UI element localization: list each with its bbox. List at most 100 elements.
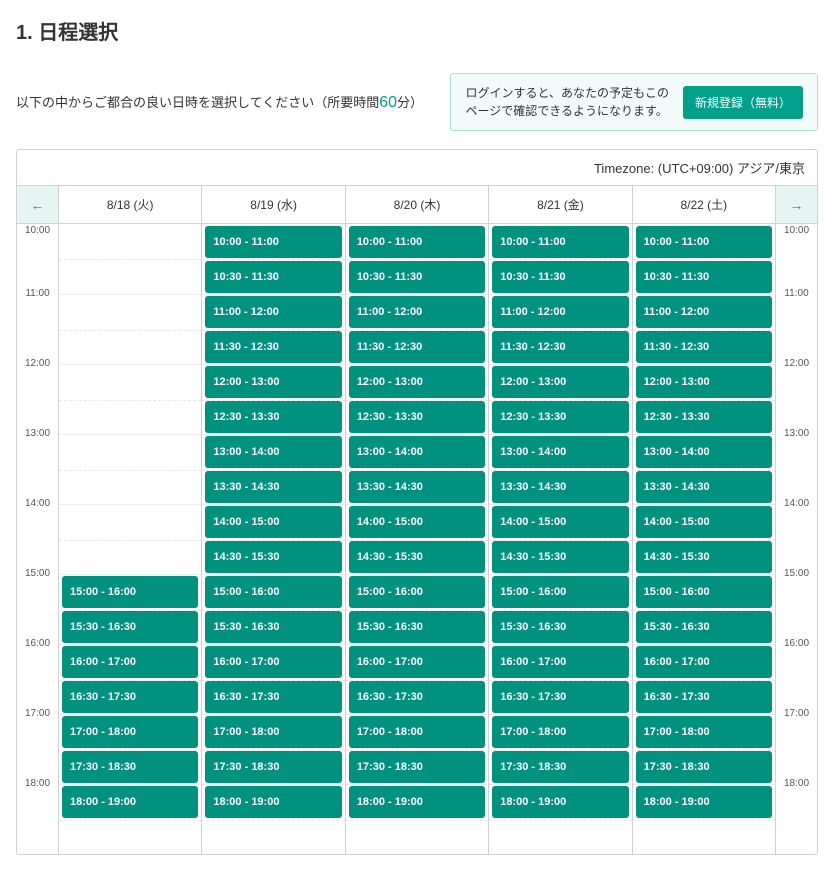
prev-week-button[interactable]: ← [17,186,59,223]
timeslot[interactable]: 16:00 - 17:00 [205,646,341,678]
time-label: 13:00 [776,434,817,504]
day-header: 8/21 (金) [489,186,632,223]
timeslot[interactable]: 13:30 - 14:30 [492,471,628,503]
timeslot[interactable]: 15:30 - 16:30 [349,611,485,643]
timeslot[interactable]: 16:30 - 17:30 [205,681,341,713]
time-label: 13:00 [17,434,58,504]
timeslot[interactable]: 18:00 - 19:00 [349,786,485,818]
timeslot[interactable]: 12:00 - 13:00 [349,366,485,398]
instruction-text: 以下の中からご都合の良い日時を選択してください（所要時間60分） [16,92,423,112]
timeslot[interactable]: 15:30 - 16:30 [636,611,772,643]
timeslot[interactable]: 13:00 - 14:00 [492,436,628,468]
time-label: 15:00 [776,574,817,644]
timeslot[interactable]: 11:00 - 12:00 [636,296,772,328]
timeslot[interactable]: 11:30 - 12:30 [205,331,341,363]
timeslot[interactable]: 16:30 - 17:30 [492,681,628,713]
timeslot[interactable]: 16:00 - 17:00 [62,646,198,678]
timeslot[interactable]: 17:00 - 18:00 [636,716,772,748]
timeslot[interactable]: 14:00 - 15:00 [636,506,772,538]
calendar-header-row: ← 8/18 (火)8/19 (水)8/20 (木)8/21 (金)8/22 (… [17,186,817,224]
timeslot[interactable]: 12:30 - 13:30 [492,401,628,433]
timeslot[interactable]: 11:30 - 12:30 [492,331,628,363]
timeslot[interactable]: 15:00 - 16:00 [205,576,341,608]
timeslot[interactable]: 18:00 - 19:00 [62,786,198,818]
timeslot[interactable]: 15:00 - 16:00 [349,576,485,608]
next-week-button[interactable]: → [775,186,817,223]
timeslot[interactable]: 12:30 - 13:30 [636,401,772,433]
timeslot[interactable]: 16:00 - 17:00 [636,646,772,678]
timeslot[interactable]: 13:00 - 14:00 [205,436,341,468]
time-label: 17:00 [17,714,58,784]
timeslot[interactable]: 14:30 - 15:30 [349,541,485,573]
timeslot[interactable]: 18:00 - 19:00 [492,786,628,818]
timeslot[interactable]: 17:30 - 18:30 [205,751,341,783]
timeslot[interactable]: 16:30 - 17:30 [62,681,198,713]
timeslot[interactable]: 15:30 - 16:30 [492,611,628,643]
timeslot[interactable]: 11:00 - 12:00 [205,296,341,328]
time-label: 16:00 [17,644,58,714]
timeslot[interactable]: 18:00 - 19:00 [636,786,772,818]
timeslot[interactable]: 16:30 - 17:30 [636,681,772,713]
arrow-right-icon: → [790,197,804,213]
time-label: 10:00 [776,224,817,294]
timeslot[interactable]: 16:30 - 17:30 [349,681,485,713]
timeslot[interactable]: 15:30 - 16:30 [205,611,341,643]
timeslot[interactable]: 12:00 - 13:00 [205,366,341,398]
timeslot[interactable]: 15:00 - 16:00 [62,576,198,608]
timeslot[interactable]: 10:30 - 11:30 [205,261,341,293]
page-title: 1. 日程選択 [16,16,818,45]
hour-row [59,364,201,434]
day-column: 10:00 - 11:0010:30 - 11:3011:00 - 12:001… [633,224,775,854]
timeslot[interactable]: 17:00 - 18:00 [492,716,628,748]
timeslot[interactable]: 14:00 - 15:00 [205,506,341,538]
timeslot[interactable]: 10:30 - 11:30 [492,261,628,293]
time-label: 18:00 [776,784,817,854]
timeslot[interactable]: 15:30 - 16:30 [62,611,198,643]
timeslot[interactable]: 13:30 - 14:30 [636,471,772,503]
timeslot[interactable]: 10:00 - 11:00 [492,226,628,258]
timeslot[interactable]: 18:00 - 19:00 [205,786,341,818]
timeslot[interactable]: 17:00 - 18:00 [205,716,341,748]
day-header: 8/22 (土) [633,186,775,223]
timeslot[interactable]: 16:00 - 17:00 [492,646,628,678]
timeslot[interactable]: 15:00 - 16:00 [636,576,772,608]
timeslot[interactable]: 11:30 - 12:30 [636,331,772,363]
timeslot[interactable]: 14:30 - 15:30 [205,541,341,573]
timeslot[interactable]: 10:00 - 11:00 [349,226,485,258]
timeslot[interactable]: 12:00 - 13:00 [492,366,628,398]
timeslot[interactable]: 12:30 - 13:30 [349,401,485,433]
timeslot[interactable]: 17:00 - 18:00 [62,716,198,748]
timeslot[interactable]: 14:00 - 15:00 [492,506,628,538]
timeslot[interactable]: 17:30 - 18:30 [62,751,198,783]
timeslot[interactable]: 13:30 - 14:30 [205,471,341,503]
timeslot[interactable]: 17:00 - 18:00 [349,716,485,748]
timeslot[interactable]: 13:00 - 14:00 [349,436,485,468]
timeslot[interactable]: 11:00 - 12:00 [492,296,628,328]
timeslot[interactable]: 10:30 - 11:30 [636,261,772,293]
time-label: 16:00 [776,644,817,714]
timeslot[interactable]: 14:00 - 15:00 [349,506,485,538]
timeslot[interactable]: 14:30 - 15:30 [636,541,772,573]
timeslot[interactable]: 12:30 - 13:30 [205,401,341,433]
timeslot[interactable]: 10:30 - 11:30 [349,261,485,293]
timeslot[interactable]: 12:00 - 13:00 [636,366,772,398]
timeslot[interactable]: 15:00 - 16:00 [492,576,628,608]
day-column: 10:00 - 11:0010:30 - 11:3011:00 - 12:001… [202,224,345,854]
timeslot[interactable]: 14:30 - 15:30 [492,541,628,573]
time-label: 14:00 [776,504,817,574]
timeslot[interactable]: 13:00 - 14:00 [636,436,772,468]
timeslot[interactable]: 17:30 - 18:30 [492,751,628,783]
timeslot[interactable]: 10:00 - 11:00 [205,226,341,258]
time-label: 11:00 [17,294,58,364]
timeslot[interactable]: 16:00 - 17:00 [349,646,485,678]
timeslot[interactable]: 17:30 - 18:30 [349,751,485,783]
timeslot[interactable]: 11:30 - 12:30 [349,331,485,363]
timeslot[interactable]: 11:00 - 12:00 [349,296,485,328]
login-callout: ログインすると、あなたの予定もこの ページで確認できるようになります。 新規登録… [450,73,818,131]
timeslot[interactable]: 17:30 - 18:30 [636,751,772,783]
timezone-bar: Timezone: (UTC+09:00) アジア/東京 [17,150,817,186]
signup-button[interactable]: 新規登録（無料） [683,86,803,119]
timeslot[interactable]: 10:00 - 11:00 [636,226,772,258]
time-label: 17:00 [776,714,817,784]
timeslot[interactable]: 13:30 - 14:30 [349,471,485,503]
